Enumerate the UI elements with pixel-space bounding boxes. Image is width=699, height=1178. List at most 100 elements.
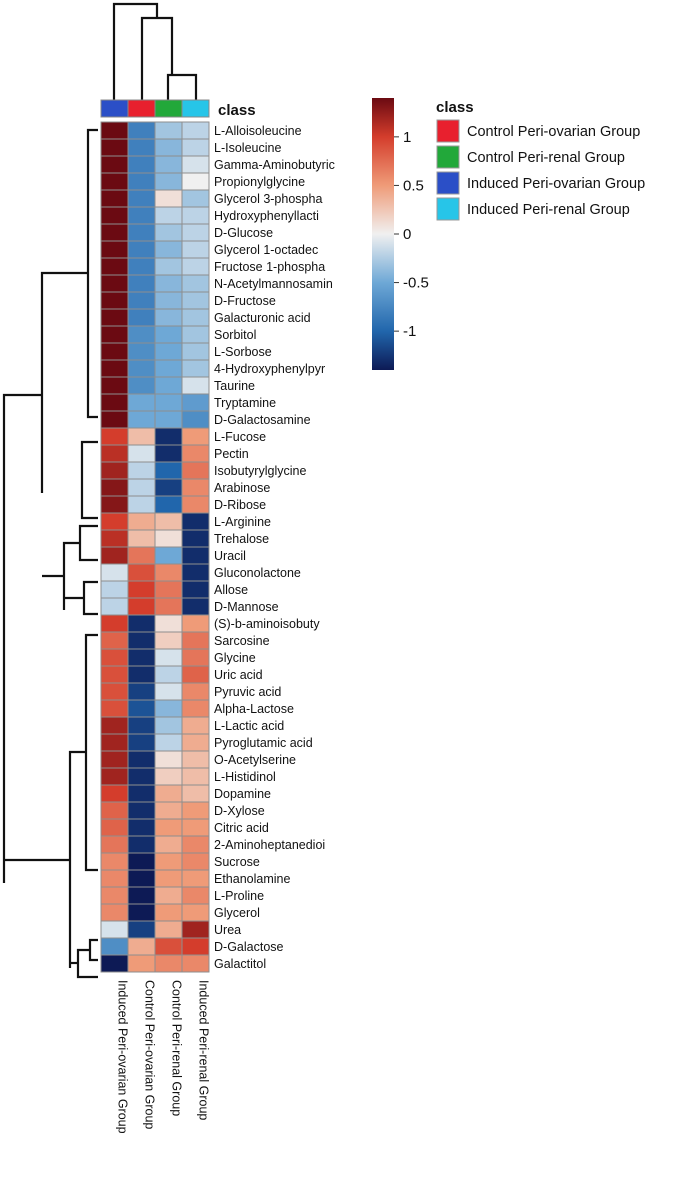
heatmap-cell [181, 954, 210, 973]
heatmap-cell [127, 716, 156, 735]
heatmap-cell [127, 393, 156, 412]
heatmap-cell [181, 648, 210, 667]
heatmap-cell [181, 461, 210, 480]
heatmap-cell [100, 750, 129, 769]
heatmap-cell [127, 342, 156, 361]
heatmap-cell [127, 869, 156, 888]
heatmap-cell [100, 155, 129, 174]
heatmap-cell [100, 546, 129, 565]
heatmap-cell [181, 631, 210, 650]
heatmap-cell [154, 138, 183, 157]
heatmap-cell [154, 325, 183, 344]
row-label: Uracil [214, 549, 246, 563]
heatmap-cell [127, 903, 156, 922]
heatmap-cell [181, 223, 210, 242]
heatmap-cell [181, 342, 210, 361]
row-label: Urea [214, 923, 241, 937]
heatmap-cell [100, 563, 129, 582]
row-label: D-Ribose [214, 498, 266, 512]
row-label: Glycerol 1-octadec [214, 243, 318, 257]
row-label: D-Galactosamine [214, 413, 311, 427]
row-label: N-Acetylmannosamin [214, 277, 333, 291]
heatmap-cell [127, 665, 156, 684]
legend-swatch [436, 145, 460, 169]
heatmap-cell [100, 614, 129, 633]
heatmap-cell [181, 121, 210, 140]
legend-label: Induced Peri-renal Group [467, 202, 630, 218]
color-scale-tick-label: -0.5 [403, 275, 429, 292]
row-label: Alpha-Lactose [214, 702, 294, 716]
heatmap-cell [127, 512, 156, 531]
row-label: Propionylglycine [214, 175, 305, 189]
heatmap-cell [127, 240, 156, 259]
heatmap-cell [100, 206, 129, 225]
color-scale-tick-label: 0.5 [403, 177, 424, 194]
class-annotation-bar [100, 99, 210, 118]
heatmap-cell [100, 393, 129, 412]
heatmap-cell [100, 308, 129, 327]
row-dendrogram [2, 128, 98, 979]
heatmap-cell [154, 614, 183, 633]
heatmap-cell [181, 376, 210, 395]
heatmap-cell [127, 784, 156, 803]
heatmap-cell [181, 716, 210, 735]
heatmap-cell [100, 716, 129, 735]
heatmap-cell [154, 240, 183, 259]
heatmap-cell [100, 903, 129, 922]
row-label: 2-Aminoheptanedioi [214, 838, 325, 852]
row-label: L-Histidinol [214, 770, 276, 784]
heatmap-cell [181, 478, 210, 497]
heatmap-cell [100, 427, 129, 446]
heatmap-cell [181, 410, 210, 429]
heatmap-cell [154, 376, 183, 395]
heatmap-cell [181, 359, 210, 378]
heatmap-cell [127, 376, 156, 395]
heatmap-cell [127, 648, 156, 667]
row-label: Hydroxyphenyllacti [214, 209, 319, 223]
heatmap-cell [100, 886, 129, 905]
legend-swatch [436, 197, 460, 221]
heatmap-cell [127, 631, 156, 650]
row-label: Arabinose [214, 481, 270, 495]
heatmap-cell [127, 954, 156, 973]
heatmap-cell [100, 138, 129, 157]
heatmap-cell [127, 189, 156, 208]
heatmap-cell [181, 818, 210, 837]
heatmap-cell [154, 563, 183, 582]
row-label: Sucrose [214, 855, 260, 869]
heatmap-cell [127, 274, 156, 293]
heatmap-cell [100, 512, 129, 531]
heatmap-cell [100, 461, 129, 480]
heatmap-cell [181, 308, 210, 327]
row-label: (S)-b-aminoisobuty [214, 617, 320, 631]
heatmap-cell [154, 767, 183, 786]
heatmap-cell [127, 444, 156, 463]
heatmap-cell [154, 699, 183, 718]
heatmap-cell [100, 495, 129, 514]
heatmap-cell [100, 529, 129, 548]
heatmap-cell [100, 444, 129, 463]
heatmap-cell [181, 682, 210, 701]
heatmap-cell [154, 121, 183, 140]
heatmap-cell [181, 155, 210, 174]
heatmap-cell [154, 189, 183, 208]
heatmap-cell [127, 223, 156, 242]
heatmap-cell [154, 869, 183, 888]
heatmap-cell [100, 189, 129, 208]
row-label: Glycerol 3-phospha [214, 192, 322, 206]
color-scale-bar [372, 98, 394, 370]
heatmap-cell [154, 716, 183, 735]
legend-label: Induced Peri-ovarian Group [467, 176, 645, 192]
heatmap-cell [127, 886, 156, 905]
row-label: Fructose 1-phospha [214, 260, 325, 274]
legend-swatch [436, 171, 460, 195]
row-label: Trehalose [214, 532, 269, 546]
heatmap-cell [100, 325, 129, 344]
heatmap-cell [154, 852, 183, 871]
heatmap-cells [100, 121, 210, 973]
heatmap-cell [100, 852, 129, 871]
heatmap-cell [181, 801, 210, 820]
heatmap-cell [181, 546, 210, 565]
heatmap-cell [100, 699, 129, 718]
row-label: Dopamine [214, 787, 271, 801]
